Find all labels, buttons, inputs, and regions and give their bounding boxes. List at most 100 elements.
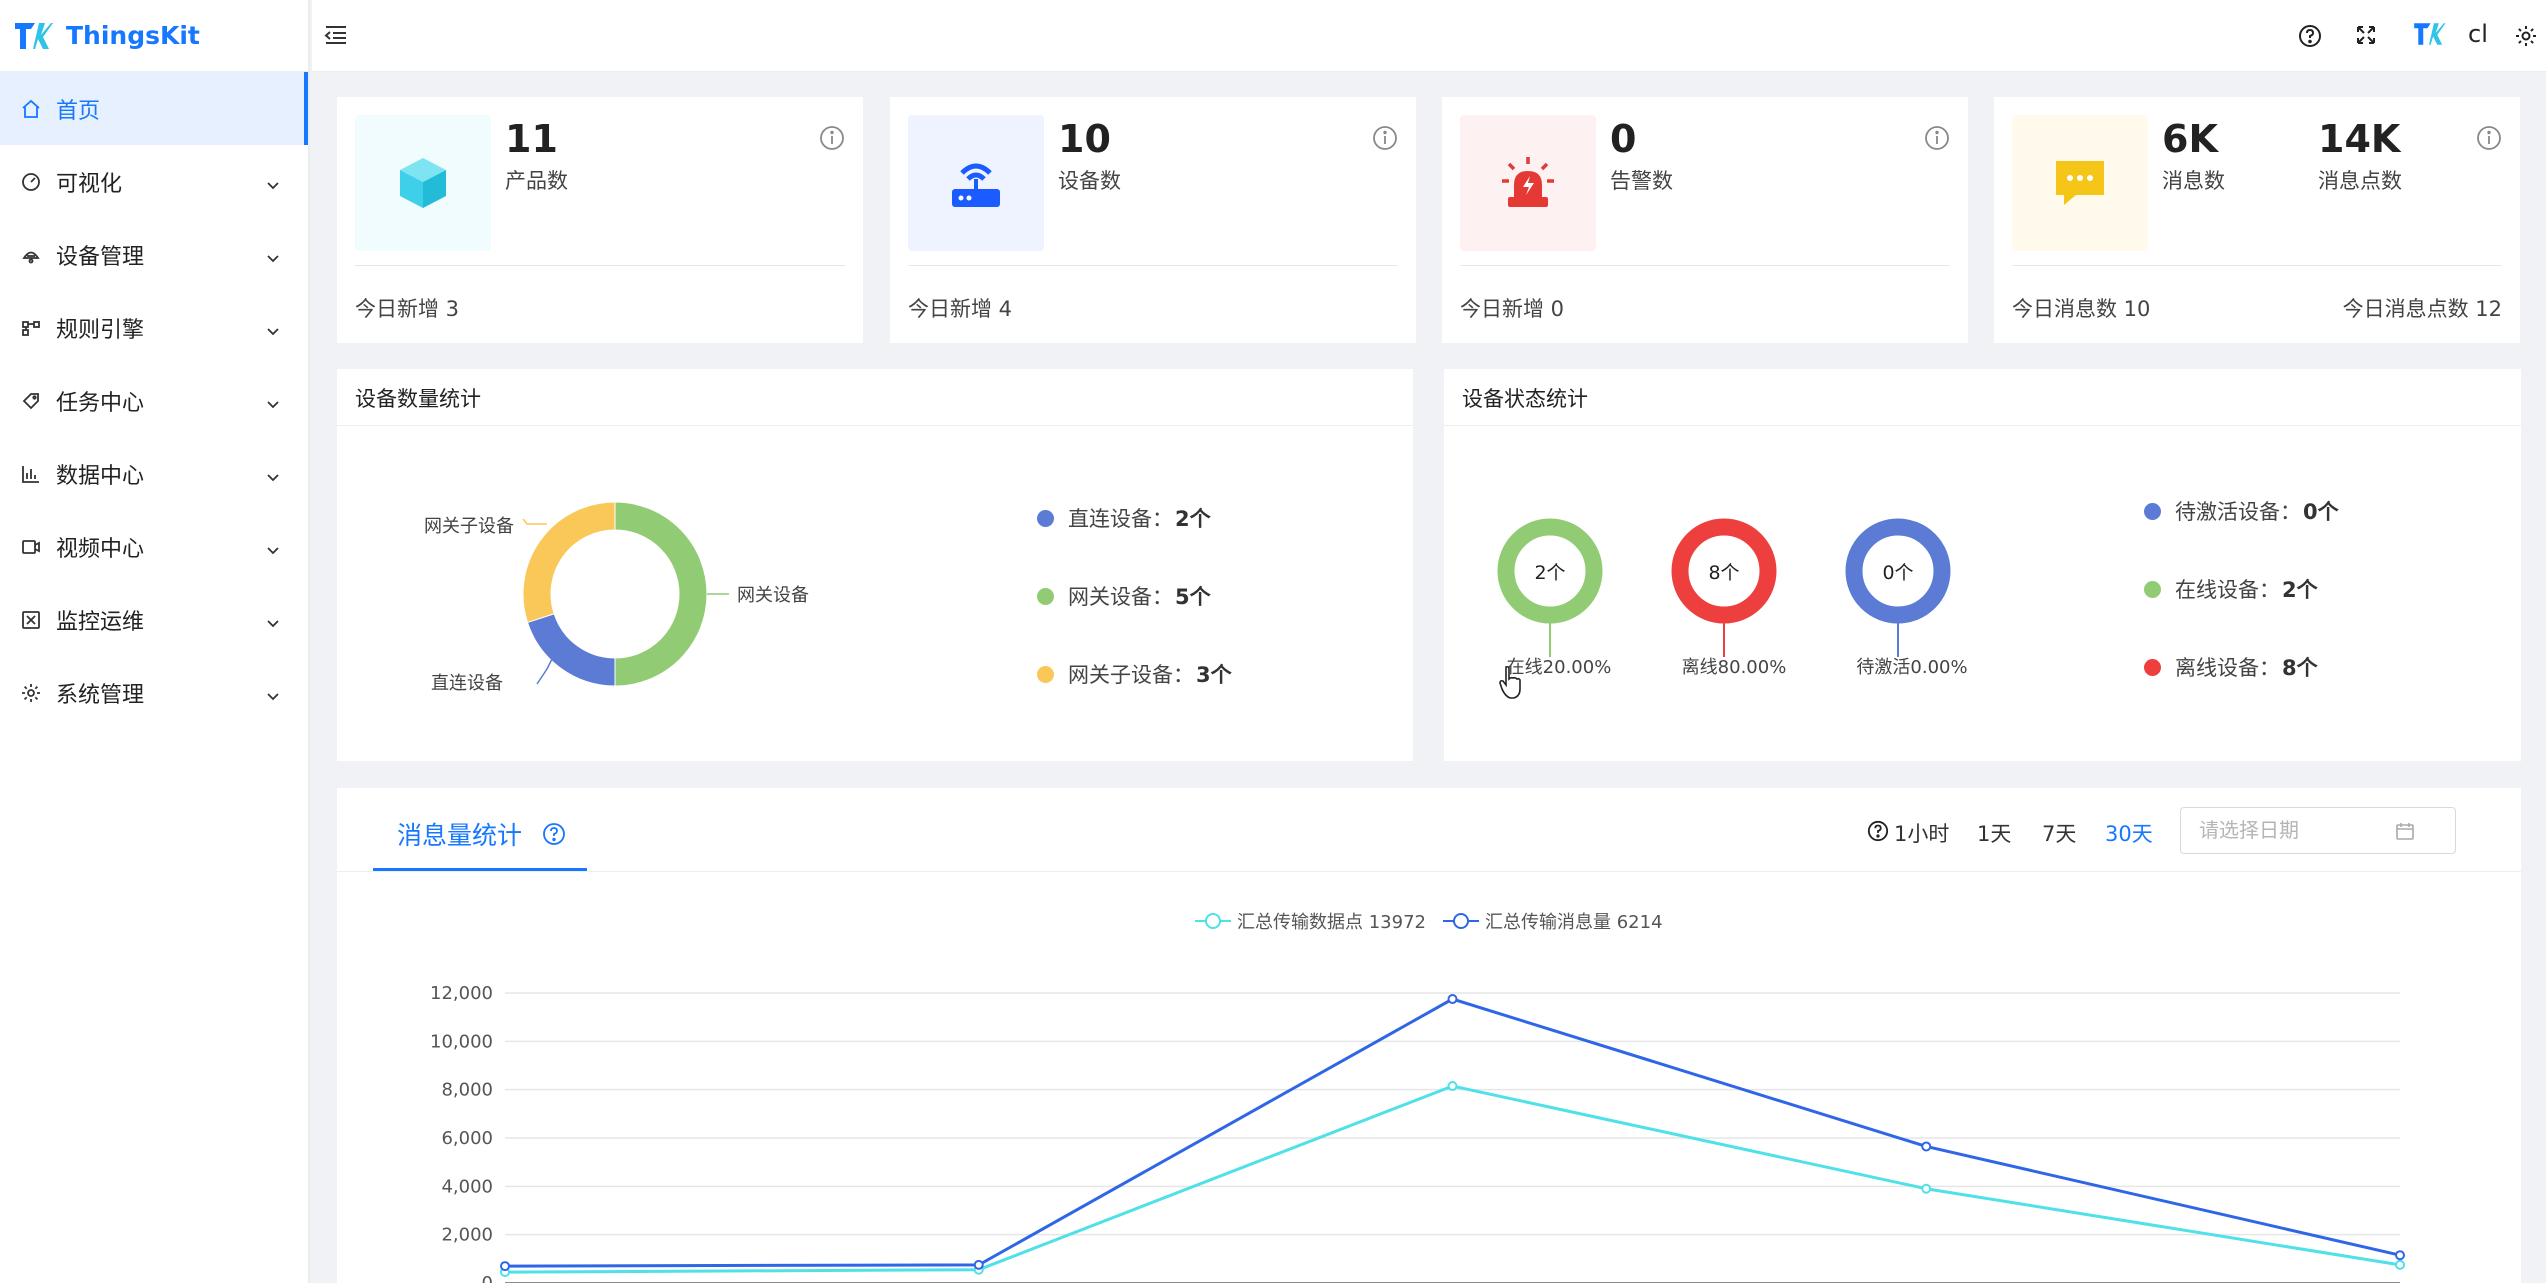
data-point[interactable] <box>973 1259 984 1270</box>
donut-slice-网关子设备[interactable] <box>522 501 616 624</box>
series-line-1[interactable] <box>504 997 2401 1268</box>
tab-message-stats[interactable]: 消息量统计 <box>397 816 566 852</box>
range-7-days[interactable]: 7天 <box>2042 822 2077 846</box>
sidebar-item-visualization[interactable]: 可视化 <box>0 145 308 218</box>
date-picker[interactable] <box>2180 807 2456 854</box>
stat-card-products[interactable]: 11 产品数 今日新增 3 <box>337 97 863 343</box>
sidebar-item-data-center[interactable]: 数据中心 <box>0 437 308 510</box>
chart-legend-item[interactable]: 汇总传输消息量 6214 <box>1443 908 1663 934</box>
data-point[interactable] <box>1921 1183 1932 1194</box>
legend-value: 5个 <box>1175 585 1211 609</box>
settings-icon <box>20 682 42 704</box>
sidebar-item-task-center[interactable]: 任务中心 <box>0 364 308 437</box>
legend-marker <box>1195 913 1231 929</box>
chart-legend-item[interactable]: 汇总传输数据点 13972 <box>1195 908 1426 934</box>
stat-value: 0 <box>1610 117 1637 161</box>
thingskit-logo-icon <box>12 15 54 57</box>
legend-label: 汇总传输数据点 13972 <box>1237 912 1426 933</box>
data-point[interactable] <box>1921 1141 1932 1152</box>
divider <box>355 265 845 266</box>
sidebar-item-rule-engine[interactable]: 规则引擎 <box>0 291 308 364</box>
chevron-down-icon <box>266 684 280 709</box>
sidebar-item-home[interactable]: 首页 <box>0 72 308 145</box>
data-point[interactable] <box>1447 994 1458 1005</box>
divider <box>1460 265 1950 266</box>
legend-item[interactable]: 在线设备： 2个 <box>2144 574 2318 604</box>
y-tick-label: 8,000 <box>441 1080 493 1101</box>
slice-label: 直连设备 <box>431 673 503 694</box>
monitor-icon <box>20 609 42 631</box>
legend-label: 汇总传输消息量 6214 <box>1485 912 1663 933</box>
router-icon <box>908 115 1044 251</box>
divider <box>908 265 1398 266</box>
legend-label: 网关设备： <box>1068 585 1173 609</box>
info-icon[interactable] <box>819 125 845 155</box>
menu-collapse-icon[interactable] <box>324 24 348 46</box>
user-avatar-icon[interactable] <box>2412 20 2446 48</box>
divider <box>337 425 1413 426</box>
range-1-day[interactable]: 1天 <box>1977 822 2012 846</box>
legend-label: 网关子设备： <box>1068 663 1194 687</box>
calendar-icon <box>2395 821 2415 845</box>
chevron-down-icon <box>266 611 280 636</box>
fullscreen-icon[interactable] <box>2355 24 2377 46</box>
ring-caption: 在线20.00% <box>1507 657 1612 678</box>
y-tick-label: 10,000 <box>430 1031 493 1052</box>
sidebar-item-label: 任务中心 <box>56 390 145 416</box>
stat-value-points: 14K <box>2318 117 2401 161</box>
data-point[interactable] <box>500 1261 510 1272</box>
donut-slice-直连设备[interactable] <box>526 613 616 687</box>
legend-label: 待激活设备： <box>2175 500 2301 524</box>
brand[interactable]: ThingsKit <box>0 0 308 72</box>
legend-item[interactable]: 网关设备： 5个 <box>1037 581 1211 611</box>
stat-label-messages: 消息数 <box>2162 169 2225 193</box>
legend-item[interactable]: 待激活设备： 0个 <box>2144 496 2339 526</box>
sidebar-item-label: 系统管理 <box>56 682 145 708</box>
series-line-0[interactable] <box>504 1084 2401 1274</box>
legend-item[interactable]: 网关子设备： 3个 <box>1037 659 1232 689</box>
sidebar-item-device-management[interactable]: 设备管理 <box>0 218 308 291</box>
data-point[interactable] <box>2395 1250 2405 1261</box>
device-type-donut-chart: 网关设备 直连设备 网关子设备 <box>424 501 809 694</box>
gear-icon[interactable] <box>2514 24 2538 48</box>
stat-card-devices[interactable]: 10 设备数 今日新增 4 <box>890 97 1416 343</box>
sidebar-item-label: 数据中心 <box>56 463 145 489</box>
legend-value: 8个 <box>2282 656 2318 680</box>
info-icon[interactable] <box>1924 125 1950 155</box>
legend-item[interactable]: 离线设备： 8个 <box>2144 652 2318 682</box>
donut-slice-网关设备[interactable] <box>614 501 708 687</box>
date-input[interactable] <box>2199 818 2399 842</box>
legend-dot <box>2144 580 2161 598</box>
stat-card-messages[interactable]: 6K 消息数 14K 消息点数 今日消息数 10 今日消息点数 12 <box>1994 97 2520 343</box>
stat-today: 今日新增 0 <box>1460 297 1565 321</box>
help-icon[interactable] <box>1867 820 1889 846</box>
range-30-days[interactable]: 30天 <box>2105 822 2153 846</box>
chevron-down-icon <box>266 173 280 198</box>
info-icon[interactable] <box>2476 125 2502 155</box>
stat-card-alarms[interactable]: 0 告警数 今日新增 0 <box>1442 97 1968 343</box>
sidebar-item-video-center[interactable]: 视频中心 <box>0 510 308 583</box>
device-count-panel: 设备数量统计 网关设备 直连设备 网关子设备 直连设备： 2个 网关设备： 5个 网… <box>337 369 1413 761</box>
stat-label: 设备数 <box>1058 169 1121 193</box>
data-point[interactable] <box>1447 1081 1458 1092</box>
mouse-cursor-icon <box>1499 665 1521 699</box>
username[interactable]: cl <box>2468 20 2488 48</box>
status-ring-pending[interactable]: 0个 待激活0.00% <box>1845 518 1968 678</box>
help-icon[interactable] <box>542 822 566 852</box>
sidebar-item-label: 设备管理 <box>56 244 145 270</box>
range-1-hour[interactable]: 1小时 <box>1894 822 1950 846</box>
sidebar-item-monitoring[interactable]: 监控运维 <box>0 583 308 656</box>
brand-name: ThingsKit <box>66 21 200 50</box>
legend-item[interactable]: 直连设备： 2个 <box>1037 503 1211 533</box>
divider <box>337 871 2521 872</box>
help-icon[interactable] <box>2298 24 2322 48</box>
chevron-down-icon <box>266 465 280 490</box>
status-ring-online[interactable]: 2个 在线20.00% <box>1497 518 1612 678</box>
sidebar-item-label: 规则引擎 <box>56 317 145 343</box>
info-icon[interactable] <box>1372 125 1398 155</box>
data-point[interactable] <box>2395 1259 2405 1270</box>
status-ring-offline[interactable]: 8个 离线80.00% <box>1671 518 1786 678</box>
dashboard-icon <box>20 171 42 193</box>
message-stats-panel: 消息量统计 1小时 1天 7天 30天 汇总传输数据点 13972 汇总传输消息… <box>337 788 2521 1283</box>
sidebar-item-system-management[interactable]: 系统管理 <box>0 656 308 729</box>
